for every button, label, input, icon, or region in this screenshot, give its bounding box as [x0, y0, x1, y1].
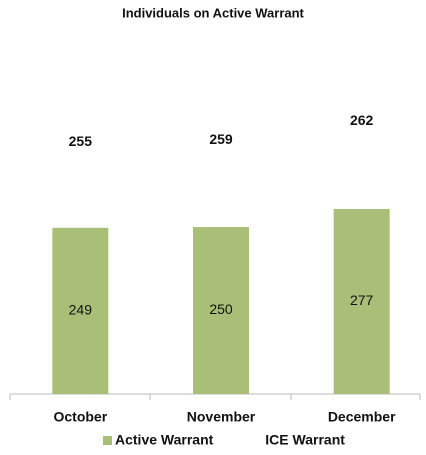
data-label: 262 — [350, 112, 374, 128]
x-tick-label: December — [328, 409, 396, 425]
legend-swatch — [103, 436, 112, 445]
data-label: 277 — [350, 292, 374, 308]
bar-segment — [52, 227, 109, 394]
data-label: 249 — [69, 302, 93, 318]
bar-segment — [52, 57, 109, 228]
legend-label: Active Warrant — [115, 432, 214, 448]
x-tick-label: November — [187, 409, 256, 425]
data-label: 250 — [209, 301, 233, 317]
x-tick-label: October — [53, 409, 107, 425]
data-label: 255 — [69, 133, 93, 149]
bar-segment — [193, 227, 249, 394]
bar-segment — [193, 54, 249, 228]
bar-segment — [333, 208, 390, 394]
data-label: 259 — [209, 131, 233, 147]
chart-title: Individuals on Active Warrant — [122, 5, 304, 20]
legend-swatch — [253, 436, 263, 445]
legend-label: ICE Warrant — [265, 432, 345, 448]
bar-segment — [333, 33, 390, 209]
